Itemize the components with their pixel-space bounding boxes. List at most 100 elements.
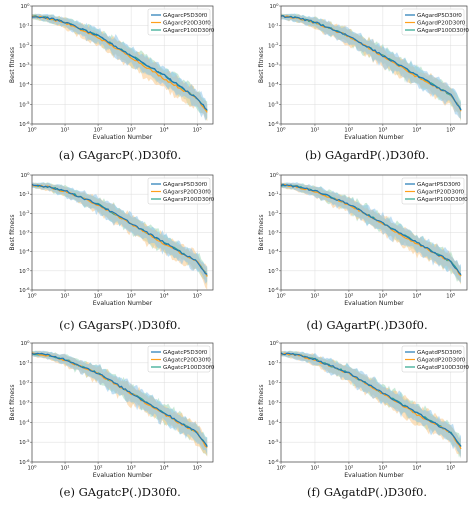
y-axis-label: Best fitness (9, 47, 16, 83)
subplot-d: 100 101 102 103 104 105 100 10-1 10-2 10-3 10-4 10-… (258, 171, 468, 332)
x-tick-label: 105 (193, 125, 203, 133)
y-tick-label: 10-2 (19, 209, 30, 217)
x-tick-label: 103 (378, 463, 388, 471)
series-line-1 (32, 16, 208, 111)
legend-box (147, 8, 211, 36)
y-axis-label: Best fitness (258, 47, 265, 83)
legend-label: GAgartP100D30f0 (417, 197, 468, 203)
y-tick-label: 100 (20, 339, 30, 347)
y-tick-label: 10-1 (268, 359, 279, 367)
series-line-1 (31, 183, 208, 275)
y-tick-label: 10-5 (19, 100, 30, 108)
x-tick-label: 104 (412, 463, 422, 471)
legend: GAgatdP5D30f0 GAgatdP20D30f0GAgatdP100D30… (401, 345, 469, 373)
x-tick-label: 104 (412, 125, 422, 133)
x-tick-label: 100 (276, 291, 286, 299)
x-axis-label: Evaluation Number (93, 300, 153, 307)
y-tick-label: 10-6 (268, 458, 279, 466)
y-tick-label: 10-1 (268, 190, 279, 198)
y-tick-label: 100 (269, 339, 279, 347)
y-tick-label: 10-3 (268, 228, 279, 236)
y-tick-label: 10-2 (19, 378, 30, 386)
x-axis-label: Evaluation Number (344, 300, 404, 307)
x-tick-label: 101 (61, 463, 71, 471)
subplot-caption: (b) GAgardP(.)D30f0. (305, 148, 429, 162)
legend-box (147, 177, 211, 205)
series-line-1 (280, 15, 462, 111)
x-tick-label: 102 (94, 291, 104, 299)
legend-label: GAgatcP20D30f0 (163, 358, 211, 364)
subplot-caption: (a) GAgarcP(.)D30f0. (59, 148, 182, 162)
y-tick-label: 10-4 (268, 247, 279, 255)
y-tick-label: 10-5 (19, 267, 30, 275)
series-line-1 (280, 183, 462, 276)
legend: GAgatcP5D30f0 GAgatcP20D30f0GAgatcP100D30… (147, 345, 215, 373)
legend: GAgarcP5D30f0 GAgarcP20D30f0GAgarcP100D30… (147, 8, 215, 36)
subplot-e: 100 101 102 103 104 105 100 10-1 10-2 10-3 10-4 10-… (9, 339, 215, 499)
legend-label: GAgatdP20D30f0 (417, 358, 466, 364)
legend-label: GAgartP5D30f0 (417, 182, 461, 188)
series-line-1 (280, 352, 462, 447)
x-tick-label: 100 (27, 291, 37, 299)
y-tick-label: 10-4 (19, 247, 30, 255)
y-tick-label: 10-2 (268, 378, 279, 386)
subplot-caption: (e) GAgatcP(.)D30f0. (59, 485, 181, 499)
x-tick-label: 105 (446, 463, 456, 471)
x-axis-label: Evaluation Number (344, 472, 404, 479)
y-tick-label: 10-3 (19, 61, 30, 69)
y-tick-label: 100 (20, 171, 30, 179)
x-tick-label: 100 (27, 463, 37, 471)
legend-label: GAgarsP100D30f0 (163, 197, 215, 203)
legend: GAgarsP5D30f0 GAgarsP20D30f0GAgarsP100D30… (147, 177, 215, 205)
y-tick-label: 10-1 (19, 21, 30, 29)
x-tick-label: 103 (378, 125, 388, 133)
y-tick-label: 10-1 (19, 190, 30, 198)
legend-box (401, 177, 465, 205)
subplot-b: 100 101 102 103 104 105 100 10-1 10-2 10-3 10-4 10-… (258, 2, 469, 162)
y-tick-label: 10-3 (19, 228, 30, 236)
x-tick-label: 103 (127, 463, 137, 471)
x-tick-label: 104 (160, 291, 170, 299)
y-axis-label: Best fitness (9, 384, 16, 420)
x-axis-label: Evaluation Number (93, 472, 153, 479)
legend: GAgardP5D30f0 GAgardP20D30f0GAgardP100D30… (401, 8, 469, 36)
y-tick-label: 100 (269, 171, 279, 179)
legend-label: GAgartP20D30f0 (417, 190, 465, 196)
y-tick-label: 100 (269, 2, 279, 10)
x-tick-label: 101 (310, 463, 320, 471)
subplot-c: 100 101 102 103 104 105 100 10-1 10-2 10-3 10-4 10-… (9, 171, 215, 332)
x-tick-label: 105 (193, 463, 203, 471)
y-tick-label: 100 (20, 2, 30, 10)
y-tick-label: 10-4 (19, 80, 30, 88)
legend-label: GAgardP5D30f0 (417, 13, 462, 19)
x-tick-label: 100 (276, 463, 286, 471)
x-tick-label: 104 (412, 291, 422, 299)
x-tick-label: 104 (160, 463, 170, 471)
y-tick-label: 10-1 (268, 21, 279, 29)
x-axis-label: Evaluation Number (344, 134, 404, 141)
x-tick-label: 101 (310, 291, 320, 299)
x-tick-label: 102 (94, 125, 104, 133)
subplot-caption: (d) GAgartP(.)D30f0. (306, 318, 427, 332)
subplot-caption: (f) GAgatdP(.)D30f0. (307, 485, 427, 499)
y-tick-label: 10-1 (19, 359, 30, 367)
y-tick-label: 10-4 (268, 80, 279, 88)
legend-label: GAgatcP100D30f0 (163, 365, 215, 371)
legend-box (401, 8, 465, 36)
x-tick-label: 102 (344, 463, 354, 471)
y-tick-label: 10-3 (268, 61, 279, 69)
y-tick-label: 10-4 (268, 418, 279, 426)
y-tick-label: 10-6 (268, 120, 279, 128)
x-tick-label: 101 (61, 291, 71, 299)
subplot-caption: (c) GAgarsP(.)D30f0. (59, 318, 181, 332)
y-tick-label: 10-4 (19, 418, 30, 426)
legend-label: GAgarsP5D30f0 (163, 182, 208, 188)
legend: GAgartP5D30f0 GAgartP20D30f0GAgartP100D30… (401, 177, 468, 205)
y-tick-label: 10-2 (268, 209, 279, 217)
y-tick-label: 10-5 (268, 438, 279, 446)
legend-box (401, 345, 465, 373)
legend-box (147, 345, 211, 373)
legend-label: GAgarcP20D30f0 (163, 21, 211, 27)
y-tick-label: 10-6 (19, 286, 30, 294)
